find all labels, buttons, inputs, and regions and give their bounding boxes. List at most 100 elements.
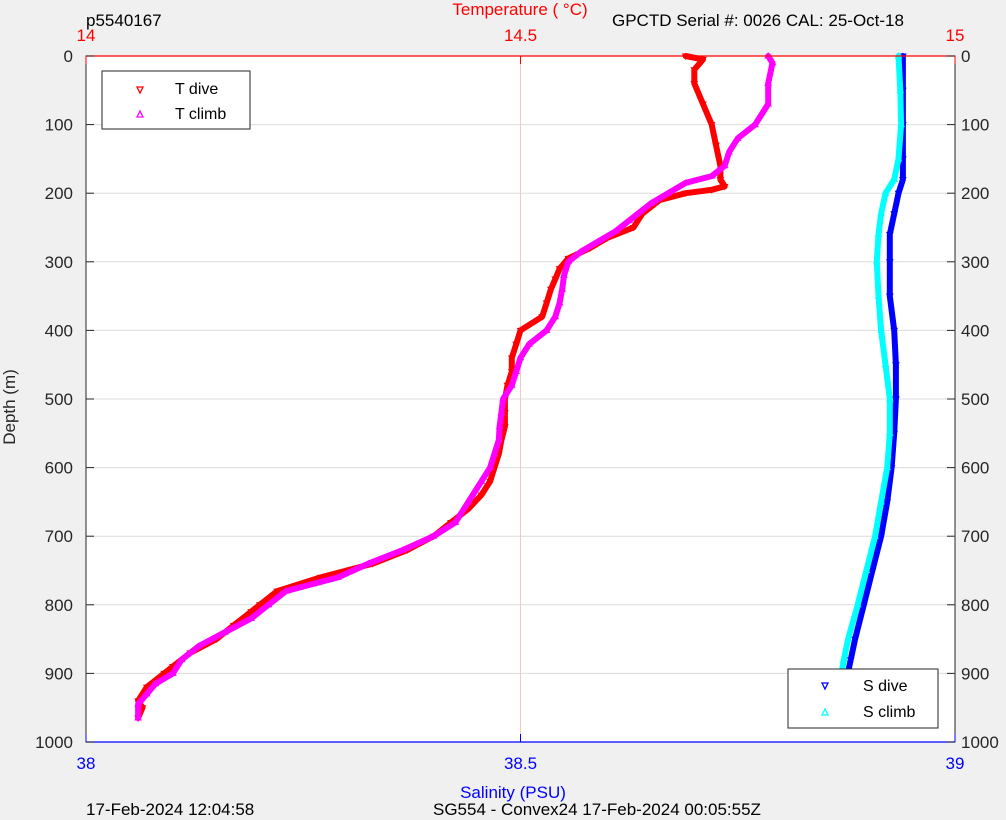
data-point-s-climb bbox=[885, 395, 894, 402]
depth-tick-label-left: 700 bbox=[45, 527, 73, 546]
data-point-t-climb bbox=[764, 100, 773, 107]
data-point-s-dive bbox=[898, 176, 907, 184]
legend-s-climb-label: S climb bbox=[863, 704, 916, 721]
data-point-s-climb bbox=[853, 600, 862, 608]
data-point-t-dive bbox=[681, 190, 690, 198]
data-point-s-dive bbox=[892, 362, 900, 369]
data-point-t-dive bbox=[547, 286, 555, 294]
data-point-t-dive bbox=[690, 67, 699, 74]
data-point-s-dive bbox=[885, 293, 894, 301]
data-point-t-dive bbox=[486, 478, 494, 486]
data-point-t-climb bbox=[495, 422, 504, 429]
data-point-s-dive bbox=[859, 602, 868, 609]
legend-s-dive-label: S dive bbox=[863, 678, 908, 695]
profile-id: p5540167 bbox=[86, 11, 162, 30]
depth-tick-label-right: 100 bbox=[961, 116, 989, 135]
data-point-t-dive bbox=[542, 300, 551, 307]
data-point-s-climb bbox=[877, 497, 886, 505]
depth-axis-title: Depth (m) bbox=[0, 369, 19, 445]
depth-tick-label-right: 0 bbox=[961, 47, 970, 66]
data-point-t-climb bbox=[451, 518, 460, 525]
data-point-t-dive bbox=[255, 602, 264, 609]
data-point-t-dive bbox=[477, 492, 486, 500]
legend-salinity: S dive S climb bbox=[787, 668, 939, 729]
legend-t-climb-marker bbox=[135, 109, 145, 118]
data-point-t-climb bbox=[768, 58, 777, 66]
data-point-t-climb bbox=[464, 497, 473, 505]
data-point-t-climb bbox=[512, 367, 521, 375]
depth-tick-label-left: 600 bbox=[45, 459, 73, 478]
depth-tick-label-right: 500 bbox=[961, 390, 989, 409]
tick-layer: 0 0 100 100 200 200 300 300 400 400 500 500 600 600 70… bbox=[35, 26, 999, 773]
data-point-t-dive bbox=[712, 142, 720, 150]
data-point-t-climb bbox=[281, 587, 290, 594]
data-point-s-climb bbox=[862, 566, 871, 573]
data-point-t-climb bbox=[364, 559, 373, 567]
data-point-t-climb bbox=[612, 226, 620, 234]
data-point-t-dive bbox=[707, 187, 716, 194]
data-point-t-climb bbox=[594, 237, 603, 244]
data-point-t-climb bbox=[221, 628, 229, 635]
depth-tick-label-left: 0 bbox=[64, 47, 73, 66]
temperature-tick-label: 15 bbox=[946, 26, 965, 45]
salinity-tick-label: 38 bbox=[77, 754, 96, 773]
data-point-t-climb bbox=[664, 189, 673, 196]
depth-tick-label-right: 200 bbox=[961, 184, 989, 203]
data-point-t-climb bbox=[169, 669, 177, 676]
data-point-s-dive bbox=[846, 657, 855, 664]
data-point-t-climb bbox=[497, 408, 506, 416]
data-point-s-climb bbox=[881, 360, 890, 368]
data-point-s-climb bbox=[897, 120, 906, 128]
data-point-t-climb bbox=[560, 271, 568, 279]
data-point-s-dive bbox=[892, 396, 900, 403]
data-point-t-dive bbox=[707, 122, 716, 129]
data-point-t-dive bbox=[516, 327, 525, 335]
data-point-t-climb bbox=[555, 298, 564, 306]
data-point-t-dive bbox=[273, 588, 282, 596]
legend-s-climb-marker bbox=[820, 707, 830, 716]
data-point-s-dive bbox=[877, 533, 886, 541]
depth-tick-label-right: 900 bbox=[961, 664, 989, 683]
series-layer bbox=[134, 52, 907, 722]
data-point-t-climb bbox=[490, 449, 499, 457]
data-point-t-climb bbox=[733, 134, 742, 141]
data-point-t-climb bbox=[720, 161, 729, 169]
data-point-t-climb bbox=[177, 655, 186, 663]
data-point-t-dive bbox=[551, 276, 560, 283]
data-point-s-dive bbox=[894, 190, 903, 198]
data-point-t-climb bbox=[134, 700, 143, 707]
data-point-t-climb bbox=[477, 477, 486, 484]
salinity-axis-title: Salinity (PSU) bbox=[460, 783, 566, 802]
data-point-t-dive bbox=[160, 670, 169, 678]
data-point-t-climb bbox=[195, 641, 203, 649]
data-point-t-climb bbox=[525, 340, 534, 347]
legend-s-dive-marker bbox=[820, 682, 830, 691]
data-point-s-climb bbox=[894, 154, 903, 162]
data-point-t-climb bbox=[564, 257, 573, 265]
sensor-calibration-info: GPCTD Serial #: 0026 CAL: 25-Oct-18 bbox=[612, 11, 904, 30]
depth-tick-label-left: 300 bbox=[45, 253, 73, 272]
data-point-t-dive bbox=[512, 341, 521, 349]
data-point-s-climb bbox=[874, 292, 883, 299]
data-point-t-climb bbox=[334, 573, 342, 580]
series-line-t-climb bbox=[135, 53, 776, 721]
data-point-t-dive bbox=[690, 80, 699, 88]
depth-tick-label-right: 300 bbox=[961, 253, 989, 272]
data-point-s-climb bbox=[896, 86, 905, 93]
data-point-s-climb bbox=[877, 326, 886, 333]
data-point-s-climb bbox=[844, 635, 852, 642]
data-point-s-dive bbox=[851, 636, 859, 644]
data-point-t-climb bbox=[486, 463, 494, 471]
data-point-t-climb bbox=[551, 312, 560, 320]
data-point-t-climb bbox=[725, 148, 733, 155]
data-point-t-climb bbox=[499, 395, 508, 402]
mission-info: SG554 - Convex24 17-Feb-2024 00:05:55Z bbox=[433, 800, 761, 819]
plot-timestamp: 17-Feb-2024 12:04:58 bbox=[86, 800, 255, 819]
data-point-t-climb bbox=[429, 532, 438, 539]
data-point-s-climb bbox=[885, 429, 894, 436]
data-point-t-climb bbox=[247, 614, 255, 622]
depth-tick-label-left: 100 bbox=[45, 116, 73, 135]
legend-t-climb-label: T climb bbox=[175, 106, 226, 123]
depth-tick-label-left: 200 bbox=[45, 184, 73, 203]
